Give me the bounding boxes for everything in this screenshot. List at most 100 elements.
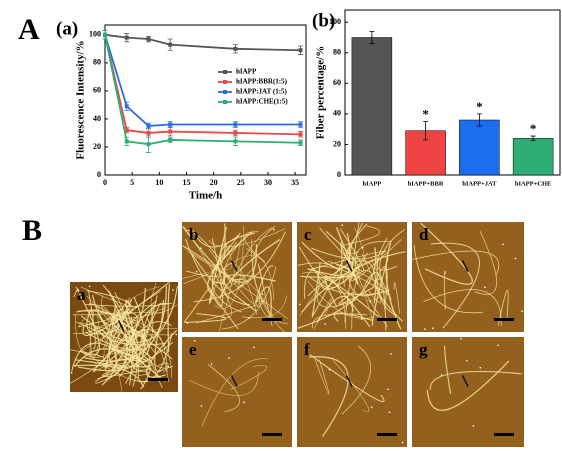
particle bbox=[253, 346, 255, 349]
particle bbox=[186, 322, 189, 324]
y-tick-label: 60 bbox=[93, 86, 101, 95]
fiber bbox=[374, 277, 403, 322]
fiber bbox=[208, 228, 286, 248]
fiber bbox=[242, 295, 288, 318]
fiber bbox=[234, 270, 267, 305]
fiber bbox=[341, 345, 372, 415]
fiber bbox=[70, 349, 105, 364]
fiber bbox=[346, 223, 368, 255]
particle bbox=[200, 247, 202, 249]
fiber bbox=[312, 313, 368, 329]
fiber bbox=[393, 282, 400, 314]
error-bar bbox=[423, 121, 429, 141]
afm-image: d bbox=[412, 222, 524, 332]
x-tick-label: 30 bbox=[264, 178, 272, 187]
fiber bbox=[349, 227, 365, 265]
fiber bbox=[78, 290, 131, 328]
fiber bbox=[103, 357, 151, 390]
fiber bbox=[420, 222, 473, 285]
particle bbox=[70, 371, 73, 374]
legend-marker bbox=[223, 70, 227, 74]
legend-label: hIAPP:CHE(1:5) bbox=[236, 98, 288, 106]
fiber bbox=[333, 312, 373, 322]
fiber bbox=[234, 278, 246, 288]
point-marker bbox=[168, 129, 173, 134]
fiber bbox=[311, 223, 363, 318]
fiber bbox=[182, 245, 221, 277]
particle bbox=[361, 246, 364, 249]
afm-image: e bbox=[182, 337, 292, 447]
x-tick-label: 10 bbox=[155, 178, 163, 187]
particle bbox=[401, 441, 404, 444]
y-tick-label: 40 bbox=[93, 114, 101, 123]
fiber bbox=[71, 342, 135, 372]
fiber bbox=[412, 250, 500, 276]
y-tick-label: 60 bbox=[333, 78, 341, 87]
fiber bbox=[74, 356, 153, 368]
y-tick-label: 20 bbox=[93, 142, 101, 151]
fiber bbox=[184, 229, 224, 264]
point-marker bbox=[146, 37, 151, 42]
particle bbox=[388, 411, 391, 414]
fiber bbox=[308, 250, 387, 271]
fiber bbox=[191, 228, 240, 248]
afm-image: c bbox=[297, 222, 407, 332]
particle bbox=[195, 270, 198, 273]
scale-bar bbox=[148, 378, 168, 381]
legend-marker bbox=[223, 80, 227, 84]
image-label: b bbox=[189, 225, 198, 244]
image-label: c bbox=[304, 225, 312, 244]
particle bbox=[136, 364, 139, 366]
particle bbox=[370, 406, 373, 409]
fiber bbox=[188, 371, 259, 396]
series-line bbox=[104, 33, 301, 52]
fiber bbox=[131, 345, 152, 371]
particle bbox=[460, 337, 462, 340]
point-marker bbox=[168, 42, 173, 47]
particle bbox=[272, 228, 275, 231]
image-background bbox=[412, 222, 524, 332]
particle bbox=[243, 401, 245, 404]
particle bbox=[479, 366, 482, 369]
fiber bbox=[77, 322, 119, 353]
point-marker bbox=[233, 139, 238, 144]
error-bar bbox=[476, 113, 482, 127]
significance-mark: * bbox=[422, 107, 429, 122]
particle bbox=[210, 363, 213, 365]
fiber bbox=[183, 226, 232, 318]
fiber bbox=[74, 348, 161, 379]
scale-bar bbox=[494, 318, 514, 321]
particle bbox=[328, 368, 331, 371]
fiber bbox=[413, 244, 483, 314]
fiber bbox=[297, 247, 377, 329]
y-tick-label: 40 bbox=[333, 109, 341, 118]
fiber bbox=[379, 229, 405, 296]
legend-label: hIAPP:JAT (1:5) bbox=[236, 88, 288, 96]
legend-label: hIAPP bbox=[236, 68, 257, 76]
arrow bbox=[117, 320, 125, 332]
particle bbox=[387, 388, 389, 391]
point-marker bbox=[233, 46, 238, 51]
particle bbox=[200, 405, 203, 407]
fiber bbox=[184, 313, 227, 323]
bar bbox=[459, 119, 500, 176]
fiber bbox=[89, 311, 97, 358]
fiber bbox=[301, 232, 351, 270]
plot-frame bbox=[104, 24, 307, 176]
y-axis-label: Fluorescence Intensity/% bbox=[75, 40, 87, 159]
particle bbox=[261, 293, 264, 296]
particle bbox=[248, 317, 250, 319]
fiber bbox=[78, 329, 146, 372]
fiber bbox=[77, 314, 123, 392]
afm-image: b bbox=[182, 222, 292, 332]
fiber bbox=[376, 237, 397, 271]
fiber bbox=[211, 232, 241, 273]
fiber bbox=[187, 251, 288, 319]
fiber bbox=[88, 309, 154, 367]
fiber bbox=[222, 239, 244, 300]
fiber bbox=[327, 260, 392, 301]
point-marker bbox=[298, 140, 303, 145]
fiber bbox=[195, 300, 264, 324]
particle bbox=[172, 289, 174, 291]
legend-marker bbox=[223, 100, 227, 104]
